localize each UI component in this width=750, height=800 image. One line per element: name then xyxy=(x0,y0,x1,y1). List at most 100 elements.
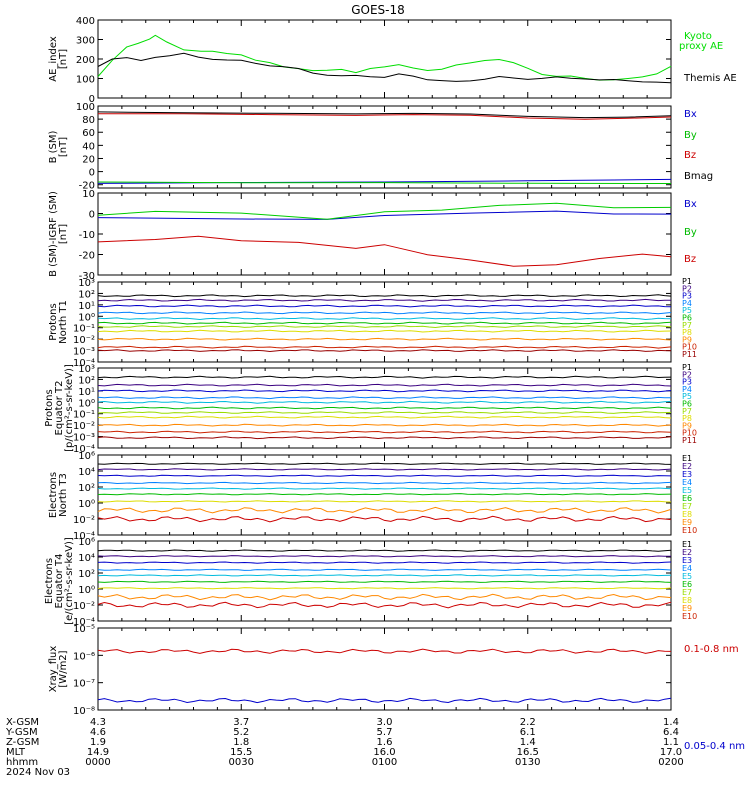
legend-bdiff-Bz: Bz xyxy=(684,254,696,265)
y-tick-label: 10⁻¹ xyxy=(73,324,95,335)
series-line-P11 xyxy=(97,436,672,440)
series-line-E2 xyxy=(97,468,672,471)
y-tick-label: 60 xyxy=(82,128,95,139)
y-tick-label: 10³ xyxy=(78,364,95,375)
x-axis-value: 1.8 xyxy=(233,737,249,748)
legend-T3-E1: E1 xyxy=(682,454,692,463)
series-line-E3 xyxy=(97,474,672,477)
x-axis-value: 6.1 xyxy=(520,727,536,738)
legend-T3-E4: E4 xyxy=(682,478,692,487)
y-tick-label: 10⁻¹ xyxy=(73,410,95,421)
y-tick-label: 10⁻⁵ xyxy=(73,624,95,635)
y-tick-label: 10⁻⁴ xyxy=(73,358,95,369)
x-axis-value: 14.9 xyxy=(87,747,109,758)
series-line-P7 xyxy=(97,325,672,329)
series-line-0-05-0-4-nm xyxy=(97,697,672,704)
y-tick-label: 20 xyxy=(82,154,95,165)
y-axis-label: B (SM) xyxy=(48,130,59,163)
series-line-E7 xyxy=(97,587,672,590)
series-line-P8 xyxy=(97,415,672,419)
legend-T4-E3: E3 xyxy=(682,556,692,565)
series-line-E6 xyxy=(97,580,672,583)
legend-T3-E8: E8 xyxy=(682,510,692,519)
series-line-E9 xyxy=(97,601,672,609)
x-row-label: Z-GSM xyxy=(6,737,39,748)
legend-bdiff-Bx: Bx xyxy=(684,199,697,210)
series-line-P9 xyxy=(97,337,672,341)
x-axis-value: 0200 xyxy=(658,757,683,768)
legend-T1-P2: P2 xyxy=(682,284,692,293)
legend-T1-P8: P8 xyxy=(682,328,692,337)
panel-2: -20 0 20 40 60 80 100 B (SM) [nT] xyxy=(48,102,672,192)
legend-T2-P11: P11 xyxy=(682,436,697,445)
legend-b-Bz: Bz xyxy=(684,150,696,161)
series-line-E8 xyxy=(97,593,672,601)
y-axis-label: B (SM)-IGRF (SM) xyxy=(48,191,59,277)
panel-frame xyxy=(97,454,672,536)
y-axis-label: Electrons xyxy=(48,472,59,518)
legend-T4-E4: E4 xyxy=(682,564,692,573)
legend-T2-P8: P8 xyxy=(682,414,692,423)
series-line-E8 xyxy=(97,506,672,514)
series-line-E6 xyxy=(97,493,672,496)
y-axis-label: [nT] xyxy=(58,49,69,69)
legend-T3-E6: E6 xyxy=(682,494,692,503)
legend-T3-E7: E7 xyxy=(682,502,692,511)
series-line-E5 xyxy=(97,487,672,490)
y-tick-label: 300 xyxy=(76,36,95,47)
legend-xray-short: 0.05-0.4 nm xyxy=(684,741,745,752)
y-tick-label: 10³ xyxy=(78,278,95,289)
y-tick-label: -20 xyxy=(79,181,95,192)
x-axis-value: 5.7 xyxy=(377,727,393,738)
x-axis-value: 0000 xyxy=(85,757,110,768)
x-axis-value: 0100 xyxy=(372,757,397,768)
series-line-Bz xyxy=(97,235,672,267)
y-tick-label: 10⁻² xyxy=(73,515,95,526)
series-line-Kyoto-proxy-AE xyxy=(97,34,672,81)
x-axis-value: 2.2 xyxy=(520,717,536,728)
y-axis-label: [p/(cm²-s-sr-keV)] xyxy=(64,364,75,452)
legend-T1-P3: P3 xyxy=(682,292,692,301)
y-axis-label: [nT] xyxy=(58,137,69,157)
series-line-P5 xyxy=(97,400,672,404)
y-axis-label: Protons xyxy=(48,303,59,340)
legend-T1-P11: P11 xyxy=(682,350,697,359)
legend-bdiff-By: By xyxy=(684,227,697,238)
legend-T3-E3: E3 xyxy=(682,470,692,479)
y-tick-label: 10⁻³ xyxy=(73,433,95,444)
x-axis-value: 0130 xyxy=(515,757,540,768)
legend-T2-P10: P10 xyxy=(682,429,697,438)
y-axis-label: [nT] xyxy=(58,224,69,244)
series-line-By xyxy=(97,202,672,220)
y-tick-label: 10⁶ xyxy=(78,451,95,462)
y-tick-label: 10² xyxy=(78,375,95,386)
y-tick-label: 100 xyxy=(76,75,95,86)
series-line-By xyxy=(97,181,672,184)
y-tick-label: 80 xyxy=(82,115,95,126)
series-line-E4 xyxy=(97,568,672,571)
series-line-Themis-AE xyxy=(97,52,672,84)
series-line-P10 xyxy=(97,345,672,349)
panel-frame xyxy=(97,19,672,99)
x-axis-value: 17.0 xyxy=(660,747,682,758)
x-axis-value: 4.6 xyxy=(90,727,106,738)
x-axis-value: 0030 xyxy=(229,757,254,768)
y-tick-label: 10⁰ xyxy=(78,585,95,596)
panel-frame xyxy=(97,627,672,711)
legend-b-Bx: Bx xyxy=(684,109,697,120)
x-axis-value: 16.0 xyxy=(373,747,395,758)
series-line-E7 xyxy=(97,500,672,503)
series-line-E1 xyxy=(97,549,672,552)
plot-title: GOES-18 xyxy=(351,3,405,17)
series-line-Bx xyxy=(97,210,672,220)
series-line-E3 xyxy=(97,561,672,564)
y-tick-label: 10⁴ xyxy=(78,467,95,478)
legend-T2-P5: P5 xyxy=(682,392,692,401)
x-row-label: hhmm xyxy=(6,757,38,768)
legend-T1-P9: P9 xyxy=(682,335,692,344)
y-tick-label: 10⁻⁸ xyxy=(73,706,95,717)
x-axis-value: 3.7 xyxy=(233,717,249,728)
series-line-Bz xyxy=(97,113,672,120)
y-tick-label: 0 xyxy=(89,210,95,221)
panel-frame xyxy=(97,105,672,189)
